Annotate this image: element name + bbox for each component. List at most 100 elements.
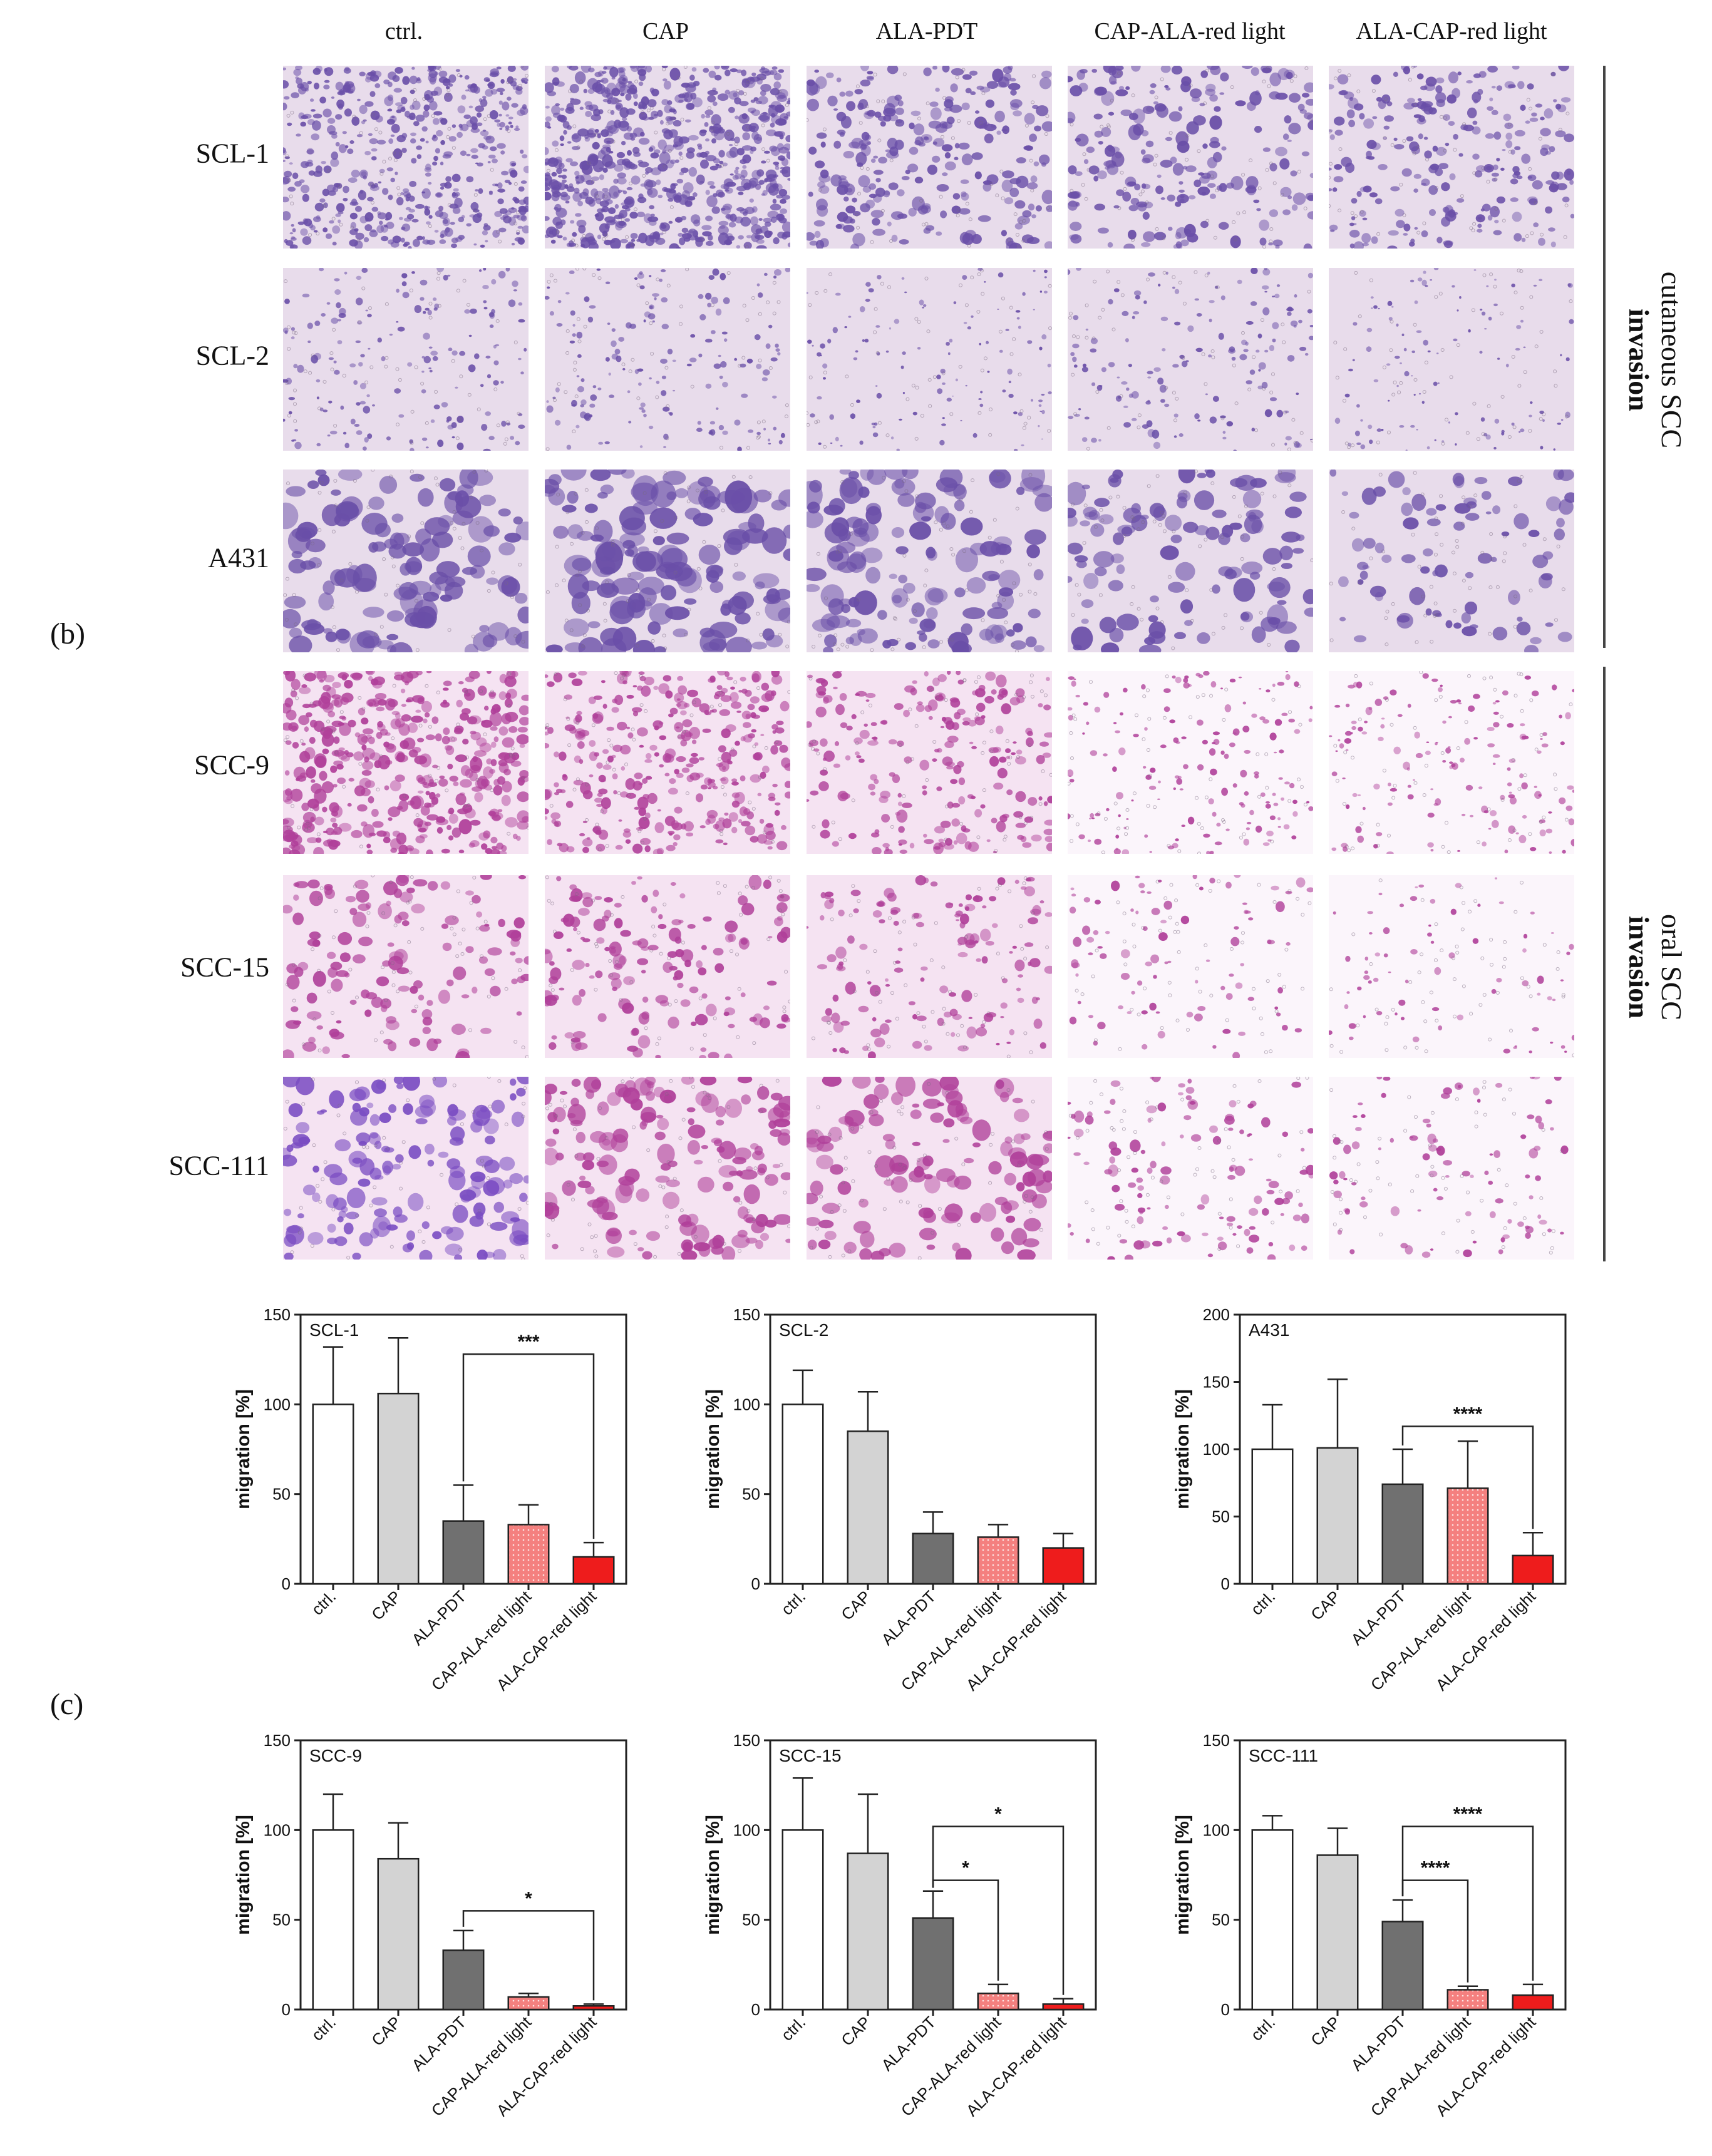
y-tick-label: 100 [264, 1820, 291, 1839]
oral-side-label-line1: oral SCC [1656, 914, 1688, 1020]
chart-scl-1: SCL-1 0 50 100 150 migration [%] ctrl. CAP ALA-P… [225, 1302, 676, 1718]
chart-scc-15: SCC-15 0 50 100 150 migration [%] ctrl. CAP ALA-… [695, 1728, 1146, 2144]
bar-ala-cap-red-light [1512, 1554, 1554, 1585]
micrograph-scc-111-ctrl [283, 1077, 529, 1260]
column-header-cap: CAP [642, 18, 689, 44]
row-label-scc-111: SCC-111 [168, 1150, 269, 1181]
panel-label-c: (c) [50, 1688, 84, 1721]
y-tick-label: 100 [1203, 1440, 1230, 1459]
micrograph-scc-15-ala-cap-red-light [1329, 875, 1574, 1058]
bar-ctrl [781, 1829, 824, 2011]
x-tick-label: ALA-PDT [408, 2013, 470, 2075]
bar-cap [1316, 1854, 1359, 2011]
x-tick-label: ALA-PDT [877, 1587, 939, 1649]
y-tick-label: 0 [282, 2000, 291, 2019]
column-header-ala-pdt: ALA-PDT [875, 18, 978, 44]
y-tick-label: 50 [742, 1485, 760, 1504]
row-label-scc-9: SCC-9 [194, 749, 269, 781]
y-axis-label: migration [%] [703, 1389, 723, 1509]
oral-bracket-line [1603, 667, 1606, 1261]
chart-title: SCL-2 [779, 1320, 828, 1340]
cutaneous-side-label-line2: invasion [1623, 309, 1655, 411]
micrograph-scl-2-ala-pdt [807, 268, 1052, 451]
bar-ctrl [1251, 1448, 1294, 1585]
y-tick-label: 0 [282, 1574, 291, 1593]
x-tick-label: ctrl. [307, 2013, 339, 2045]
bar-ala-cap-red-light [572, 2005, 615, 2011]
row-label-scl-2: SCL-2 [195, 340, 269, 371]
cutaneous-side-label: cutaneous SCC invasion [1619, 222, 1688, 498]
y-tick-label: 150 [264, 1731, 291, 1750]
x-tick-label: CAP [1307, 2013, 1344, 2050]
x-tick-label: CAP [1307, 1587, 1344, 1624]
x-tick-label: ctrl. [307, 1587, 339, 1619]
micrograph-scc-9-ala-cap-red-light [1329, 671, 1574, 854]
y-tick-label: 50 [1212, 1911, 1230, 1929]
significance-bracket [1401, 1425, 1534, 1529]
micrograph-scl-2-ala-cap-red-light [1329, 268, 1574, 451]
micrograph-scc-111-ala-cap-red-light [1329, 1077, 1574, 1260]
bar-ala-cap-red-light [572, 1556, 615, 1585]
chart-scc-111-plot: SCC-111 0 50 100 150 migration [%] ctrl. CAP ALA… [1172, 1731, 1567, 2120]
column-header-cap-ala-red-light: CAP-ALA-red light [1094, 18, 1286, 44]
bar-ala-pdt [912, 1532, 954, 1585]
significance-bracket [462, 1353, 595, 1539]
chart-scc-111: SCC-111 0 50 100 150 migration [%] ctrl. CAP ALA… [1165, 1728, 1616, 2144]
micrograph-scc-15-ctrl [283, 875, 529, 1058]
x-tick-label: ALA-PDT [1347, 1587, 1409, 1649]
bar-cap-ala-red-light [1446, 1989, 1489, 2011]
micrograph-scl-2-cap [545, 268, 790, 451]
micrograph-scl-1-ala-cap-red-light [1329, 66, 1574, 249]
y-tick-label: 0 [1221, 1574, 1230, 1593]
x-tick-label: ctrl. [1247, 1587, 1279, 1619]
micrograph-scc-15-cap-ala-red-light [1068, 875, 1313, 1058]
bar-cap-ala-red-light [507, 1524, 550, 1585]
bar-cap-ala-red-light [977, 1992, 1019, 2011]
bar-cap-ala-red-light [1446, 1487, 1489, 1585]
bar-cap-ala-red-light [977, 1536, 1019, 1585]
bar-cap-ala-red-light [507, 1996, 550, 2011]
bar-cap [847, 1852, 889, 2011]
micrograph-scc-111-cap [545, 1077, 790, 1260]
x-tick-label: ctrl. [777, 1587, 809, 1619]
significance-label: **** [1453, 1404, 1483, 1424]
y-tick-label: 150 [733, 1305, 760, 1324]
y-axis-label: migration [%] [233, 1389, 254, 1509]
micrograph-scc-9-ala-pdt [807, 671, 1052, 854]
micrograph-a431-ala-pdt [807, 470, 1052, 652]
micrograph-scl-2-ctrl [283, 268, 529, 451]
bar-cap [1316, 1447, 1359, 1585]
bar-ctrl [312, 1404, 354, 1585]
bar-ala-cap-red-light [1512, 1994, 1554, 2011]
panel-label-b: (b) [50, 617, 85, 650]
x-tick-label: ALA-PDT [1347, 2013, 1409, 2075]
micrograph-scl-1-ctrl [283, 66, 529, 249]
chart-a431: A431 0 50 100 150 200 migration [%] ctrl. CAP ALA… [1165, 1302, 1616, 1718]
y-tick-label: 0 [751, 1574, 760, 1593]
bar-ala-cap-red-light [1042, 2003, 1085, 2011]
x-tick-label: ALA-PDT [408, 1587, 470, 1649]
y-tick-label: 0 [751, 2000, 760, 2019]
chart-scc-15-plot: SCC-15 0 50 100 150 migration [%] ctrl. CAP ALA-… [703, 1731, 1097, 2120]
y-tick-label: 50 [742, 1911, 760, 1929]
micrograph-scc-111-ala-pdt [807, 1077, 1052, 1260]
micrograph-scc-9-ctrl [283, 671, 529, 854]
significance-label: * [994, 1804, 1002, 1825]
micrograph-a431-cap-ala-red-light [1068, 470, 1313, 652]
row-label-scl-1: SCL-1 [195, 138, 269, 169]
micrograph-scl-1-cap [545, 66, 790, 249]
y-tick-label: 100 [733, 1820, 760, 1839]
y-tick-label: 100 [264, 1395, 291, 1414]
x-tick-label: ctrl. [777, 2013, 809, 2045]
bar-ala-pdt [912, 1917, 954, 2011]
column-header-ala-cap-red-light: ALA-CAP-red light [1356, 18, 1547, 44]
micrograph-scc-111-cap-ala-red-light [1068, 1077, 1313, 1260]
chart-scc-9-plot: SCC-9 0 50 100 150 migration [%] ctrl. CAP ALA-P… [233, 1731, 627, 2120]
chart-title: SCL-1 [309, 1320, 359, 1340]
micrograph-scl-1-cap-ala-red-light [1068, 66, 1313, 249]
micrograph-scc-9-cap [545, 671, 790, 854]
significance-label: * [962, 1858, 969, 1879]
chart-scl-2: SCL-2 0 50 100 150 migration [%] ctrl. CAP ALA-P… [695, 1302, 1146, 1718]
y-tick-label: 200 [1203, 1305, 1230, 1324]
x-tick-label: CAP [368, 2013, 405, 2050]
